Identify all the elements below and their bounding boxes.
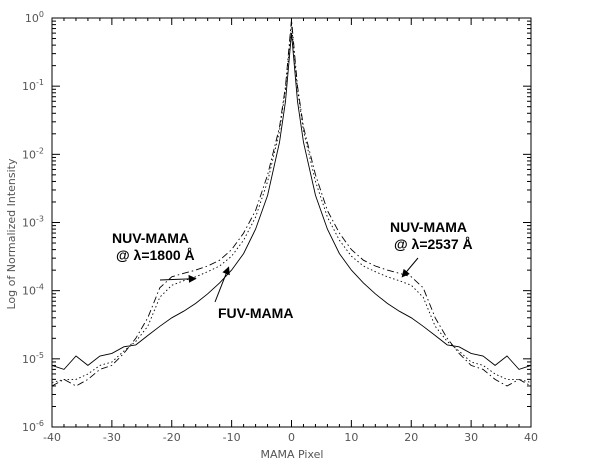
y-tick-label: 10-4	[22, 283, 44, 298]
y-tick-label: 10-3	[22, 215, 44, 230]
y-tick-label: 10-1	[22, 78, 44, 93]
annotation-label: NUV-MAMA @ λ=1800 Å	[112, 230, 195, 263]
annotation-arrow	[159, 274, 197, 283]
x-axis-title: MAMA Pixel	[261, 448, 324, 461]
annotations-layer: NUV-MAMA @ λ=1800 Å FUV-MAMA NUV-MAMA @ λ=25…	[112, 219, 473, 321]
annotation-arrow	[401, 257, 419, 278]
annotation-arrow	[214, 266, 230, 303]
series-line-2	[51, 24, 532, 383]
series-line-1	[51, 33, 532, 370]
y-tick-label: 10-2	[22, 146, 44, 161]
x-tick-label: -30	[103, 431, 121, 444]
series-layer	[51, 19, 532, 387]
ticks-layer: -40 -30 -20 -10 0 10 20 30 40 10-6 10-5 10-4 10-3 10-…	[22, 10, 538, 444]
x-tick-label: -10	[223, 431, 241, 444]
x-tick-label: -40	[43, 431, 61, 444]
annotation-label: FUV-MAMA	[218, 305, 293, 321]
series-line-3	[51, 19, 532, 387]
x-tick-label: 40	[524, 431, 538, 444]
y-tick-label: 10-5	[22, 351, 44, 366]
x-tick-label: 20	[404, 431, 418, 444]
x-tick-label: 0	[288, 431, 295, 444]
annotation-label: NUV-MAMA @ λ=2537 Å	[390, 219, 473, 252]
y-axis-title: Log of Normalized Intensity	[5, 158, 18, 309]
x-tick-label: 30	[464, 431, 478, 444]
y-tick-label: 10-6	[22, 419, 44, 434]
y-tick-label: 100	[25, 10, 44, 25]
x-tick-label: 10	[344, 431, 358, 444]
x-tick-label: -20	[163, 431, 181, 444]
